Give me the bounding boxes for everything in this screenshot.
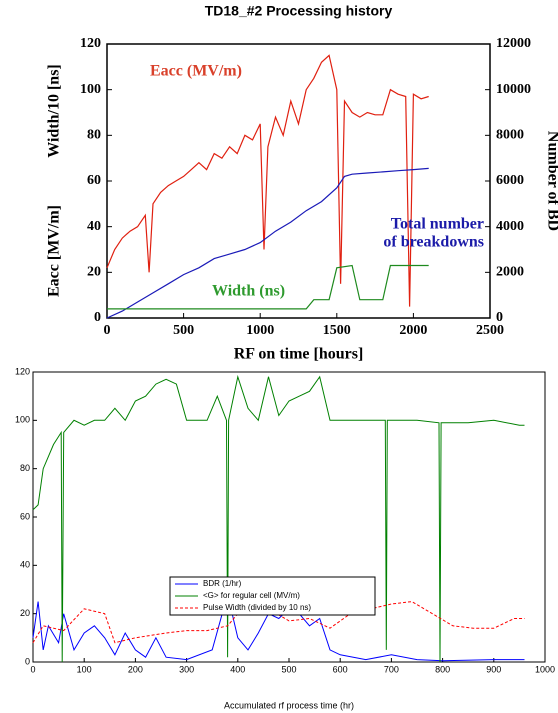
x-tick-label: 0 — [30, 664, 35, 674]
x-axis-label: RF on time [hours] — [234, 346, 364, 363]
y-axis-label: Width/10 [ns] — [46, 64, 63, 158]
annotation: Width (ns) — [212, 283, 285, 300]
y-tick-label: 40 — [87, 219, 101, 234]
y-tick-label: 80 — [20, 463, 30, 473]
y-tick-label: 0 — [25, 656, 30, 666]
x-tick-label: 800 — [435, 664, 450, 674]
x-tick-label: 200 — [128, 664, 143, 674]
x-tick-label: 600 — [333, 664, 348, 674]
x-tick-label: 100 — [77, 664, 92, 674]
series-line — [106, 167, 429, 319]
x-tick-label: 1500 — [323, 323, 351, 338]
y-tick-label: 60 — [87, 173, 101, 188]
y-tick-label: 80 — [87, 128, 101, 143]
y2-tick-label: 6000 — [496, 173, 524, 188]
chart-title: TD18_#2 Processing history — [205, 3, 393, 19]
y-tick-label: 100 — [15, 415, 30, 425]
x-tick-label: 2500 — [476, 323, 504, 338]
x-tick-label: 900 — [486, 664, 501, 674]
series-line — [32, 374, 525, 663]
plot-frame — [32, 371, 546, 663]
y2-axis-label: Number of BD — [544, 131, 558, 231]
x-tick-label: 1000 — [246, 323, 274, 338]
y2-tick-label: 8000 — [496, 128, 524, 143]
y-axis-label: Eacc [MV/m] — [46, 205, 63, 297]
y2-tick-label: 2000 — [496, 265, 524, 280]
series-line — [32, 601, 525, 644]
legend-box — [169, 576, 376, 616]
x-tick-label: 400 — [230, 664, 245, 674]
series-line — [32, 594, 525, 662]
legend-label: <G> for regular cell (MV/m) — [203, 591, 300, 600]
annotation: Eacc (MV/m) — [150, 63, 242, 80]
y2-tick-label: 0 — [496, 310, 503, 325]
legend-label: BDR (1/hr) — [203, 579, 242, 588]
y2-tick-label: 10000 — [496, 82, 531, 97]
y-tick-label: 120 — [80, 36, 101, 51]
annotation: Total number — [391, 216, 484, 233]
series-line — [106, 54, 429, 307]
x-tick-label: 1000 — [535, 664, 555, 674]
x-tick-label: 0 — [104, 323, 111, 338]
legend-label: Pulse Width (divided by 10 ns) — [203, 603, 311, 612]
y-tick-label: 100 — [80, 82, 101, 97]
y-tick-label: 0 — [94, 310, 101, 325]
y-tick-label: 40 — [20, 560, 30, 570]
x-tick-label: 700 — [384, 664, 399, 674]
y-tick-label: 120 — [15, 366, 30, 376]
x-tick-label: 2000 — [399, 323, 427, 338]
annotation: of breakdowns — [383, 234, 484, 251]
y-tick-label: 20 — [87, 265, 101, 280]
series-line — [107, 264, 429, 310]
x-axis-label: Accumulated rf process time (hr) — [224, 700, 354, 710]
x-tick-label: 500 — [173, 323, 194, 338]
x-tick-label: 300 — [179, 664, 194, 674]
y2-tick-label: 4000 — [496, 219, 524, 234]
plot-frame — [106, 43, 491, 319]
y-tick-label: 60 — [20, 511, 30, 521]
x-tick-label: 500 — [281, 664, 296, 674]
y-tick-label: 20 — [20, 608, 30, 618]
chart: 0 100 200 300 400 500 600 700 800 900 1000 0 20 40 60 8… — [15, 366, 555, 710]
y2-tick-label: 12000 — [496, 36, 531, 51]
